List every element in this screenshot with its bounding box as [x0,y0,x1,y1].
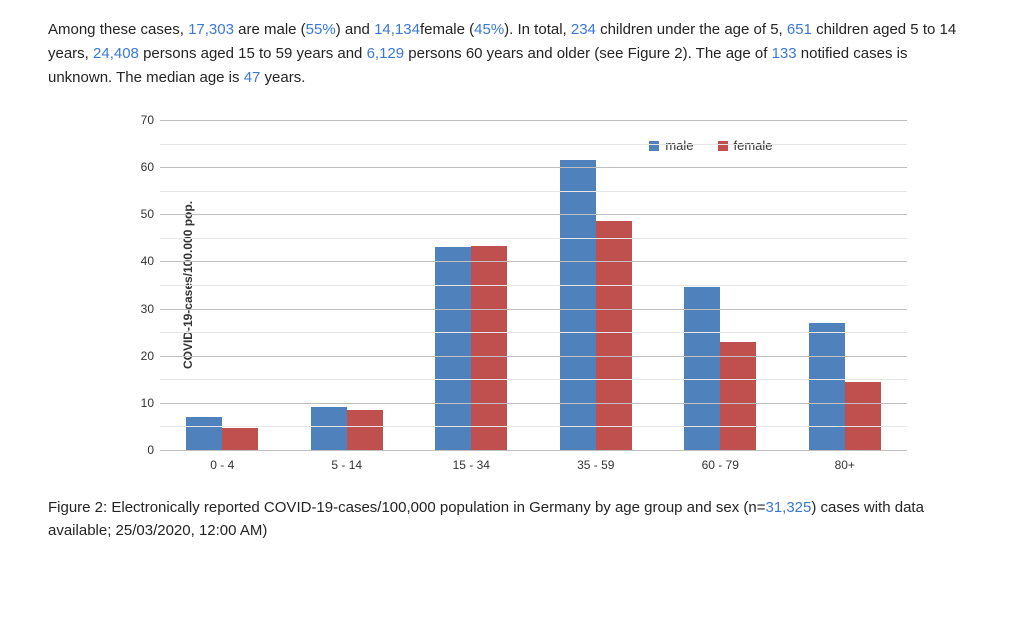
gridline-major [160,214,907,215]
y-tick-label: 60 [141,160,154,174]
x-tick-label: 60 - 79 [658,458,783,472]
gridline-major [160,167,907,168]
y-tick-label: 30 [141,302,154,316]
x-tick-label: 15 - 34 [409,458,534,472]
text-span: ). In total, [504,21,571,38]
text-span: are male ( [234,21,306,38]
y-tick-label: 50 [141,207,154,221]
y-tick-label: 70 [141,113,154,127]
highlighted-number: 17,303 [188,21,234,38]
bar-female [222,428,258,450]
text-span: children under the age of 5, [596,21,787,38]
text-span: Figure 2: Electronically reported COVID-… [48,499,765,516]
highlighted-number: 651 [787,21,812,38]
gridline-minor [160,285,907,286]
gridline-major [160,120,907,121]
x-tick-label: 0 - 4 [160,458,285,472]
bar-female [845,382,881,450]
bar-female [471,246,507,450]
highlighted-number: 234 [571,21,596,38]
y-tick-label: 0 [147,443,154,457]
gridline-major [160,261,907,262]
gridline-minor [160,379,907,380]
bar-male [435,247,471,450]
bar-male [186,417,222,450]
highlighted-number: 45% [474,21,504,38]
text-span: persons aged 15 to 59 years and [139,45,367,62]
gridline-major [160,403,907,404]
gridline-major [160,309,907,310]
bar-male [311,407,347,450]
bar-male [560,160,596,450]
bar-female [596,221,632,450]
gridline-minor [160,238,907,239]
figure-2-chart: COVID-19-cases/100.000 pop. 010203040506… [108,120,907,472]
bar-female [347,410,383,450]
figure-caption: Figure 2: Electronically reported COVID-… [48,496,967,543]
bar-male [809,323,845,450]
gridline-major [160,450,907,451]
intro-paragraph: Among these cases, 17,303 are male (55%)… [48,18,967,90]
text-span: years. [260,69,305,86]
highlighted-number: 6,129 [367,45,405,62]
highlighted-number: 47 [244,69,261,86]
text-span: Among these cases, [48,21,188,38]
text-span: persons 60 years and older (see Figure 2… [404,45,771,62]
bar-female [720,342,756,450]
gridline-major [160,356,907,357]
highlighted-number: 133 [772,45,797,62]
highlighted-number: 14,134 [374,21,420,38]
gridline-minor [160,191,907,192]
gridline-minor [160,426,907,427]
x-tick-label: 5 - 14 [285,458,410,472]
x-tick-label: 35 - 59 [534,458,659,472]
text-span: ) and [336,21,374,38]
highlighted-number: 55% [306,21,336,38]
x-tick-label: 80+ [783,458,908,472]
y-tick-label: 40 [141,254,154,268]
y-tick-label: 20 [141,349,154,363]
highlighted-number: 24,408 [93,45,139,62]
highlighted-number: 31,325 [765,499,811,516]
chart-plot-area: malefemale [160,120,907,450]
y-axis-ticks: 010203040506070 [130,120,160,450]
x-axis-labels: 0 - 45 - 1415 - 3435 - 5960 - 7980+ [160,458,907,472]
y-tick-label: 10 [141,396,154,410]
gridline-minor [160,332,907,333]
text-span: female ( [420,21,474,38]
gridline-minor [160,144,907,145]
